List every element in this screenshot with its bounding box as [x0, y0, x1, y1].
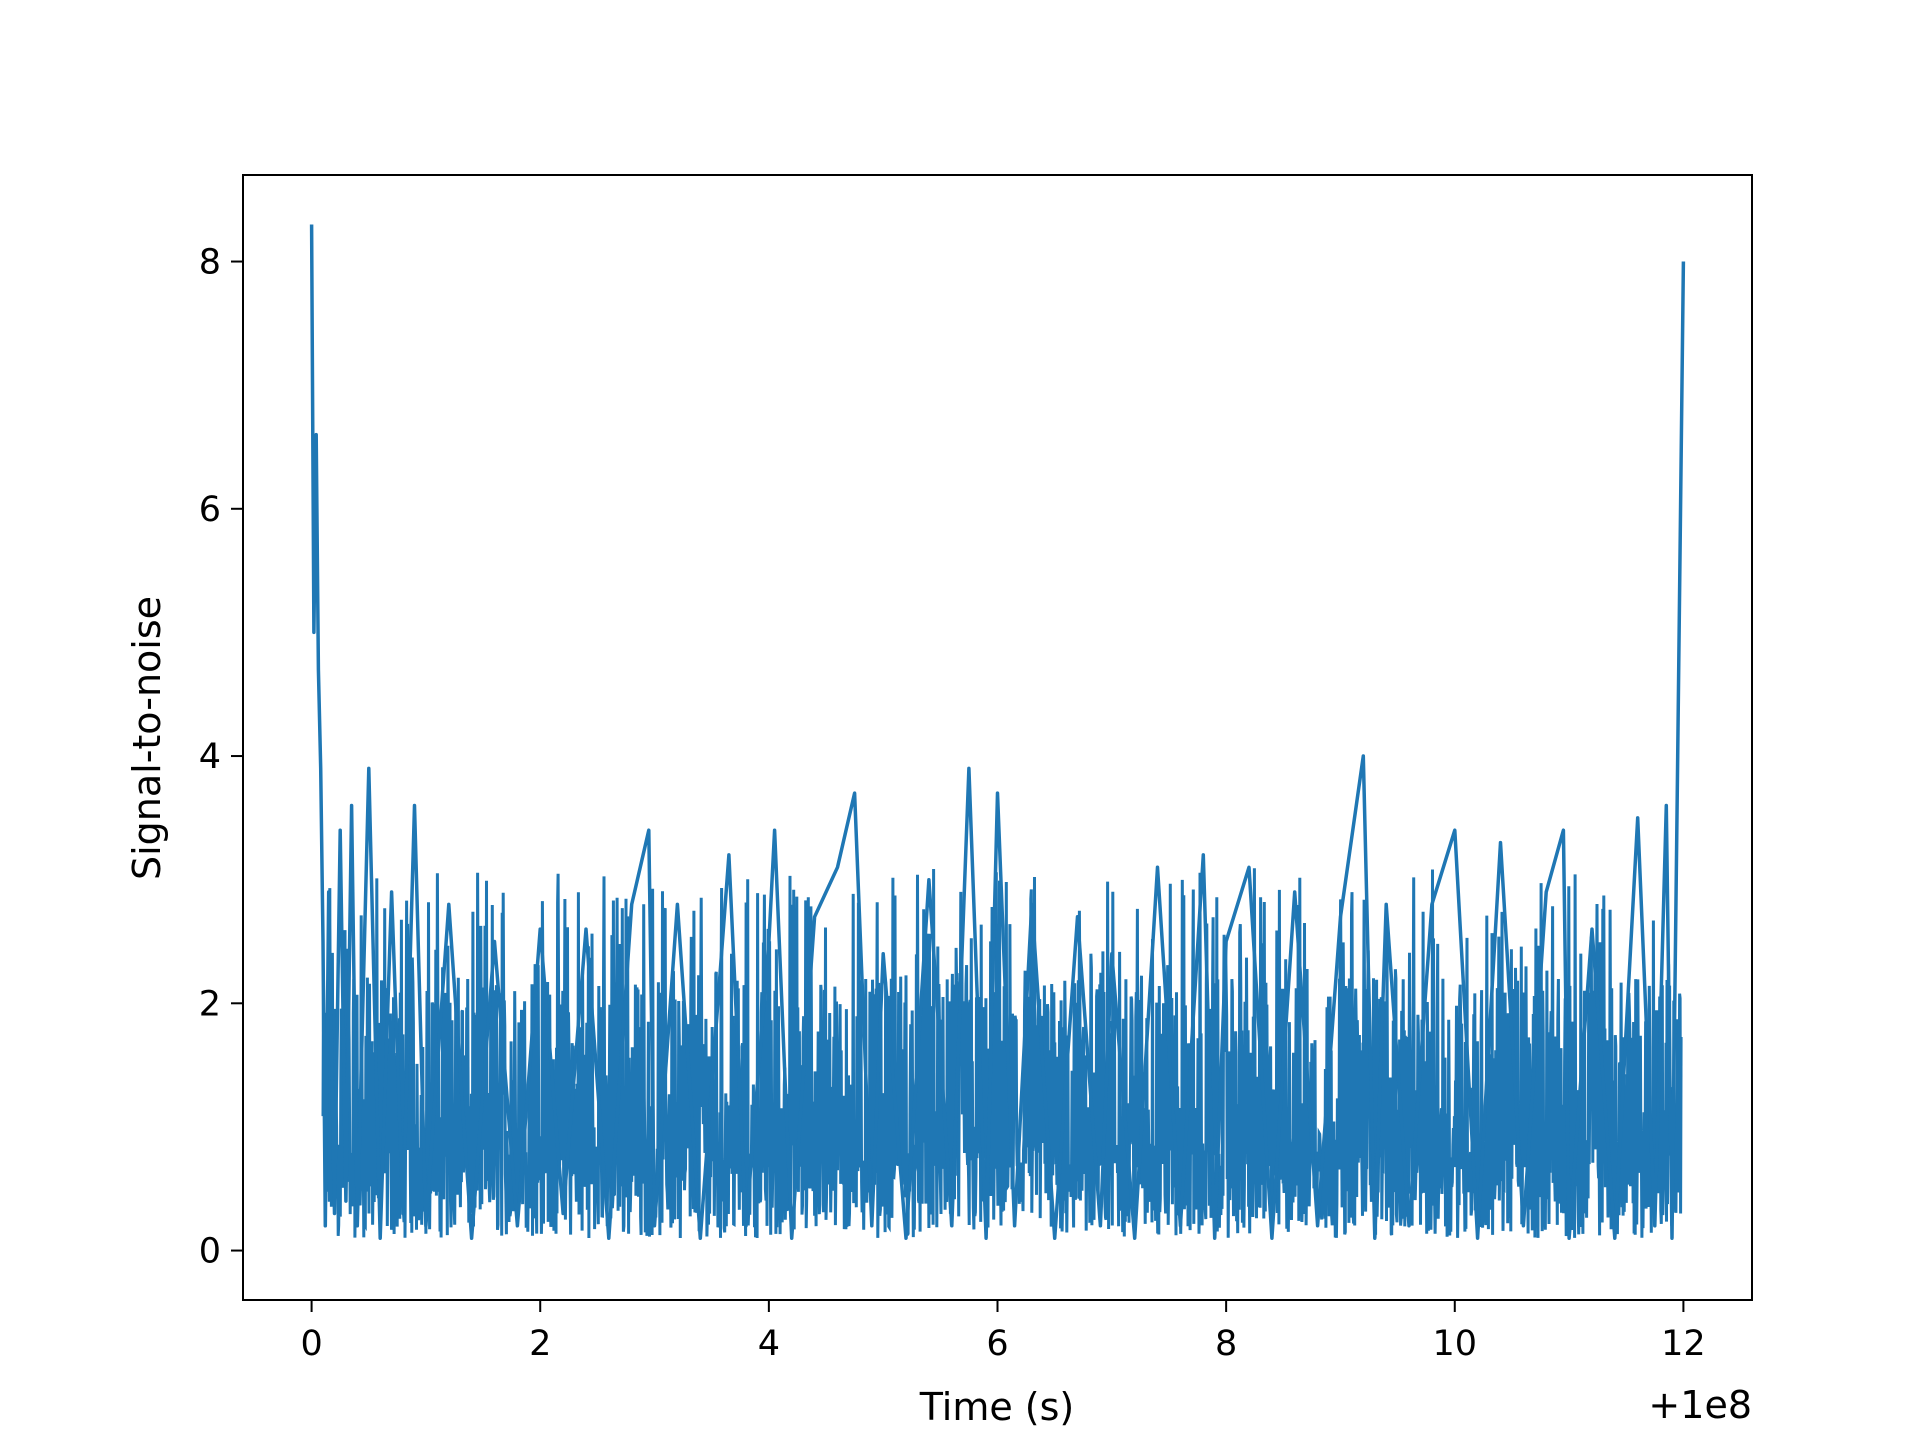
x-tick-label: 10	[1432, 1324, 1477, 1364]
y-tick-label: 8	[199, 243, 221, 283]
y-tick-label: 6	[199, 490, 221, 530]
x-offset-label: +1e8	[1648, 1383, 1752, 1427]
y-axis-label: Signal-to-noise	[125, 596, 169, 880]
x-tick-label: 0	[300, 1324, 322, 1364]
y-axis: 0 2 4 6 8	[199, 243, 243, 1272]
x-tick-label: 2	[529, 1324, 551, 1364]
y-tick-label: 4	[199, 737, 221, 777]
series-line	[309, 224, 1686, 1240]
series-noise-fill	[321, 868, 1683, 1239]
x-axis-label: Time (s)	[919, 1385, 1075, 1429]
y-tick-label: 2	[199, 984, 221, 1024]
y-tick-label: 0	[199, 1232, 221, 1272]
x-tick-label: 4	[758, 1324, 780, 1364]
x-tick-label: 8	[1215, 1324, 1237, 1364]
series-layer	[309, 224, 1686, 1240]
x-tick-label: 12	[1661, 1324, 1706, 1364]
x-tick-label: 6	[986, 1324, 1008, 1364]
x-axis: 0 2 4 6 8 10 12	[300, 1300, 1706, 1364]
